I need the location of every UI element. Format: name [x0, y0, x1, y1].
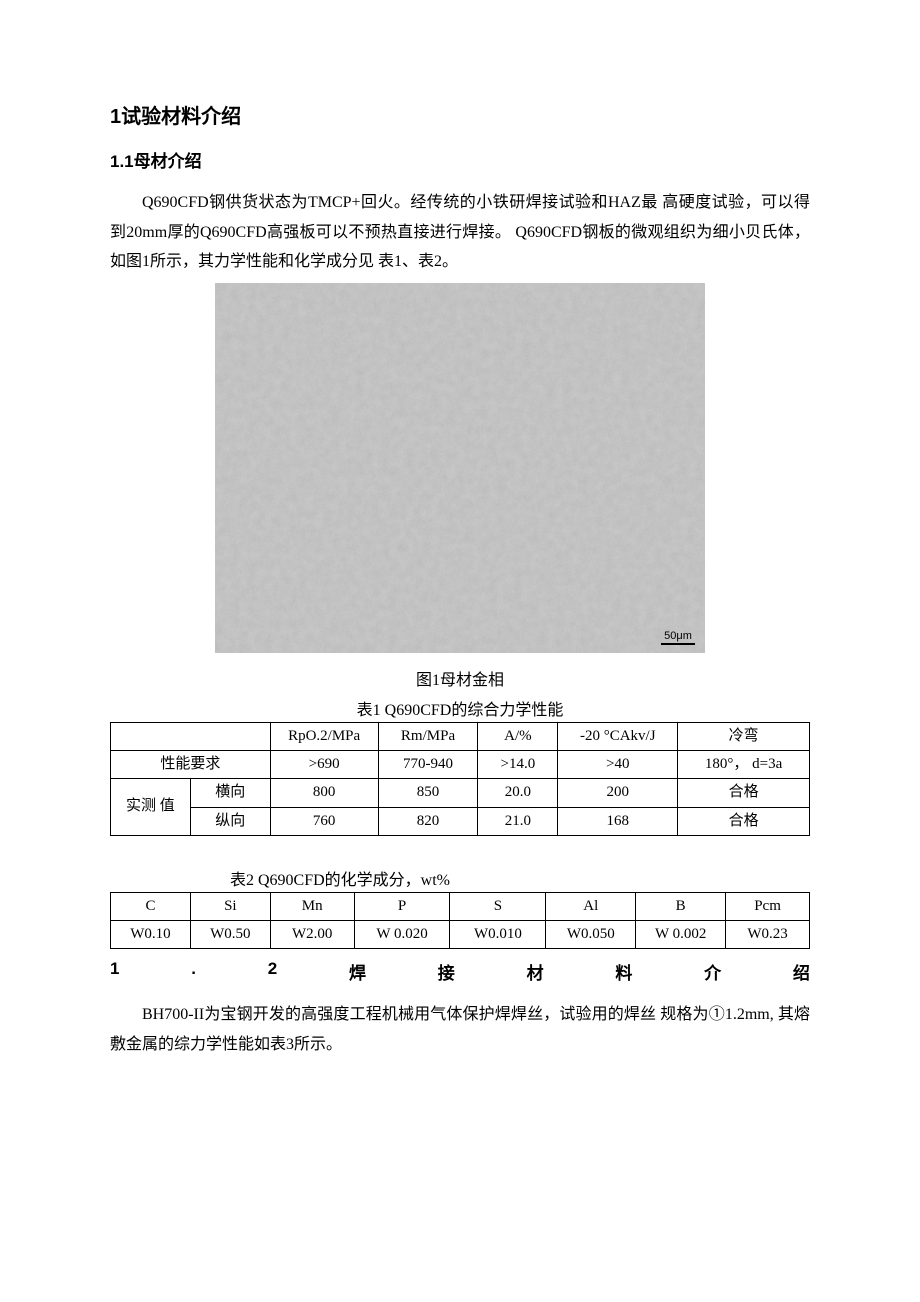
table-cell: 800	[270, 779, 378, 807]
table-2-title: 表2 Q690CFD的化学成分，wt%	[110, 866, 810, 890]
section-1-title: 1试验材料介绍	[110, 100, 810, 129]
micrograph-svg	[215, 283, 705, 653]
table-row: RpO.2/MPa Rm/MPa A/% -20 °CAkv/J 冷弯	[111, 722, 810, 750]
table-cell: Pcm	[726, 892, 810, 920]
table-cell: W0.10	[111, 921, 191, 949]
table-cell: W0.23	[726, 921, 810, 949]
table-cell: 180°， d=3a	[678, 751, 810, 779]
table-cell: C	[111, 892, 191, 920]
table-cell: >690	[270, 751, 378, 779]
table-cell: 21.0	[478, 807, 558, 835]
spacer	[110, 846, 810, 860]
table-cell: Mn	[270, 892, 354, 920]
table-cell: 168	[558, 807, 678, 835]
table-cell: 770-940	[378, 751, 478, 779]
table-row: 纵向 760 820 21.0 168 合格	[111, 807, 810, 835]
table-cell: 性能要求	[111, 751, 271, 779]
table-1: RpO.2/MPa Rm/MPa A/% -20 °CAkv/J 冷弯 性能要求…	[110, 722, 810, 836]
table-row: C Si Mn P S Al B Pcm	[111, 892, 810, 920]
table-cell: S	[450, 892, 546, 920]
figure-1-caption: 图1母材金相	[110, 666, 810, 690]
table-cell: 冷弯	[678, 722, 810, 750]
table-cell: 20.0	[478, 779, 558, 807]
table-cell: W0.010	[450, 921, 546, 949]
scale-bar-line	[661, 643, 695, 645]
table-cell: A/%	[478, 722, 558, 750]
table-cell: Si	[190, 892, 270, 920]
table-cell: RpO.2/MPa	[270, 722, 378, 750]
title-char: 2	[268, 959, 277, 984]
title-char: 接	[438, 959, 455, 984]
table-cell: B	[636, 892, 726, 920]
table-cell: 820	[378, 807, 478, 835]
table-cell: 横向	[190, 779, 270, 807]
table-cell: 850	[378, 779, 478, 807]
table-cell: Rm/MPa	[378, 722, 478, 750]
table-cell: P	[354, 892, 450, 920]
table-cell: -20 °CAkv/J	[558, 722, 678, 750]
table-cell: >40	[558, 751, 678, 779]
table-2: C Si Mn P S Al B Pcm W0.10 W0.50 W2.00 W…	[110, 892, 810, 950]
section-1-1-title: 1.1母材介绍	[110, 147, 810, 172]
title-char: 焊	[349, 959, 366, 984]
title-char: 介	[704, 959, 721, 984]
table-cell: 200	[558, 779, 678, 807]
table-cell	[111, 722, 271, 750]
table-cell: W0.050	[546, 921, 636, 949]
table-row: 实测 值 横向 800 850 20.0 200 合格	[111, 779, 810, 807]
table-cell: 实测 值	[111, 779, 191, 836]
section-1-2-title: 1 . 2 焊 接 材 料 介 绍	[110, 959, 810, 984]
table-cell: W 0.020	[354, 921, 450, 949]
table-cell: W0.50	[190, 921, 270, 949]
table-cell: Al	[546, 892, 636, 920]
table-row: W0.10 W0.50 W2.00 W 0.020 W0.010 W0.050 …	[111, 921, 810, 949]
section-1-2-paragraph: BH700-II为宝钢开发的高强度工程机械用气体保护焊焊丝，试验用的焊丝 规格为…	[110, 1000, 810, 1059]
table-row: 性能要求 >690 770-940 >14.0 >40 180°， d=3a	[111, 751, 810, 779]
table-1-title: 表1 Q690CFD的综合力学性能	[110, 696, 810, 720]
table-cell: W2.00	[270, 921, 354, 949]
table-cell: 纵向	[190, 807, 270, 835]
scale-bar-label: 50μm	[664, 630, 692, 642]
table-cell: 合格	[678, 779, 810, 807]
title-char: .	[191, 959, 196, 984]
scale-bar: 50μm	[661, 630, 695, 645]
title-char: 材	[527, 959, 544, 984]
table-cell: 合格	[678, 807, 810, 835]
table-cell: >14.0	[478, 751, 558, 779]
figure-1-micrograph: 50μm	[215, 283, 705, 653]
title-char: 料	[615, 959, 632, 984]
title-char: 1	[110, 959, 119, 984]
section-1-1-paragraph: Q690CFD钢供货状态为TMCP+回火。经传统的小铁研焊接试验和HAZ最 高硬…	[110, 188, 810, 277]
table-cell: 760	[270, 807, 378, 835]
document-page: 1试验材料介绍 1.1母材介绍 Q690CFD钢供货状态为TMCP+回火。经传统…	[0, 0, 920, 1302]
title-char: 绍	[793, 959, 810, 984]
table-cell: W 0.002	[636, 921, 726, 949]
figure-1-wrap: 50μm	[110, 283, 810, 658]
